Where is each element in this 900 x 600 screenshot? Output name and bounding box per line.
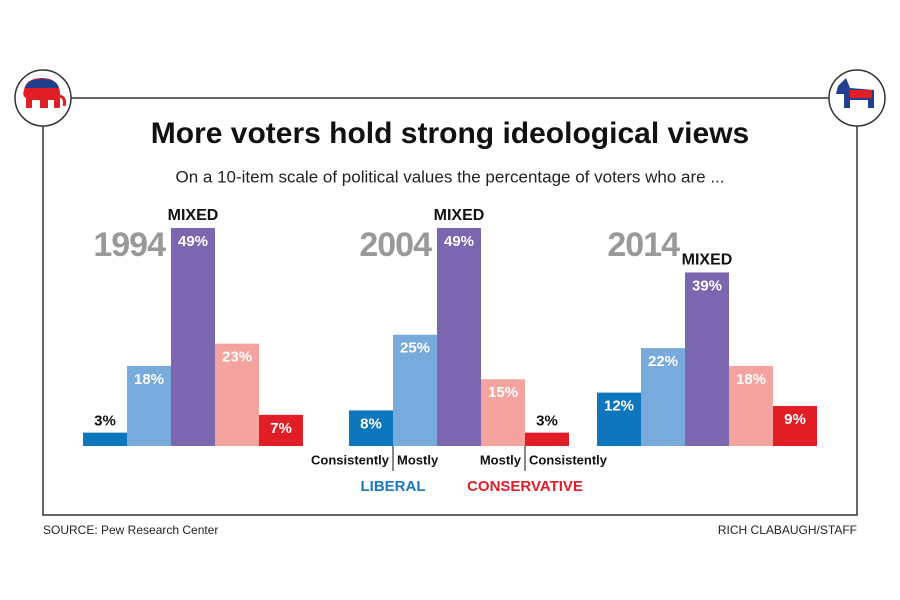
value-label: 8% — [360, 415, 382, 432]
bar — [641, 348, 685, 446]
bar — [127, 365, 171, 446]
bar — [393, 334, 437, 446]
category-label: MIXED — [682, 252, 733, 269]
bar — [437, 227, 481, 446]
year-label: 2004 — [359, 226, 432, 264]
bar — [83, 432, 127, 446]
value-label: 18% — [736, 371, 766, 388]
group-label: LIBERAL — [361, 478, 426, 495]
year-label: 2014 — [607, 226, 680, 264]
category-label: Mostly — [397, 452, 439, 467]
category-label: Consistently — [311, 452, 390, 467]
value-label: 7% — [270, 420, 292, 437]
value-label: 23% — [222, 349, 252, 366]
value-label: 49% — [444, 233, 474, 250]
frame — [42, 97, 858, 516]
credit: RICH CLABAUGH/STAFF — [718, 523, 857, 537]
bar — [349, 410, 393, 446]
value-label: 18% — [134, 371, 164, 388]
subtitle: On a 10-item scale of political values t… — [175, 167, 724, 186]
value-label: 39% — [692, 277, 722, 294]
group-label: CONSERVATIVE — [467, 478, 583, 495]
bar — [685, 272, 729, 446]
source: SOURCE: Pew Research Center — [43, 523, 218, 537]
bar — [773, 405, 817, 446]
bar — [171, 227, 215, 446]
bar — [525, 432, 569, 446]
bar — [215, 343, 259, 446]
category-label: MIXED — [434, 207, 485, 224]
value-label: 22% — [648, 353, 678, 370]
value-label: 12% — [604, 398, 634, 415]
title: More voters hold strong ideological view… — [151, 117, 749, 150]
bar — [481, 379, 525, 446]
category-label: Mostly — [480, 452, 522, 467]
bar — [597, 392, 641, 446]
value-label: 3% — [94, 413, 116, 430]
value-label: 25% — [400, 340, 430, 357]
year-label: 1994 — [93, 226, 166, 264]
bar — [729, 365, 773, 446]
value-label: 15% — [488, 384, 518, 401]
value-label: 9% — [784, 411, 806, 428]
category-label: MIXED — [168, 207, 219, 224]
category-label: Consistently — [529, 452, 608, 467]
value-label: 49% — [178, 233, 208, 250]
dem-logo — [828, 69, 886, 127]
value-label: 3% — [536, 413, 558, 430]
bar — [259, 414, 303, 446]
gop-logo — [14, 69, 72, 127]
